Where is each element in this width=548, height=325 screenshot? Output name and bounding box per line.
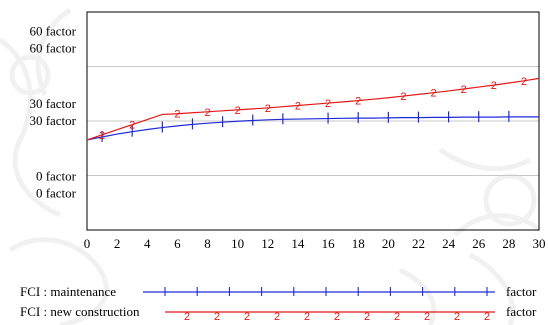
x-tick-label: 10	[231, 236, 244, 251]
x-axis-ticks: 0 2 4 6 8 10 12 14 16 18 20 22 24 26 28 30	[84, 236, 546, 251]
data-marker: 2	[430, 88, 436, 100]
legend-marker: 2	[334, 311, 340, 323]
plot-frame	[86, 11, 540, 231]
legend-entry-1: FCI : maintenance factor	[20, 284, 537, 299]
data-marker: 2	[204, 107, 210, 119]
x-tick-label: 2	[114, 236, 121, 251]
y-tick-label: 30 factor	[29, 96, 76, 111]
data-marker: 2	[461, 84, 467, 96]
x-tick-label: 24	[442, 236, 456, 251]
data-marker: 2	[174, 109, 180, 121]
data-marker: 2	[521, 76, 527, 88]
x-tick-label: 6	[174, 236, 181, 251]
series-group: 2 2 2 2 2 2 2 2 2 2 2 2 2 2	[86, 76, 540, 142]
x-tick-label: 12	[261, 236, 274, 251]
data-marker: 2	[99, 130, 105, 142]
gridlines	[87, 66, 539, 176]
data-marker: 2	[491, 80, 497, 92]
series-1	[86, 110, 539, 142]
legend-marker: 2	[214, 311, 220, 323]
x-tick-label: 26	[472, 236, 486, 251]
x-tick-label: 20	[382, 236, 395, 251]
legend-marker: 2	[424, 311, 430, 323]
legend-label: FCI : maintenance	[20, 284, 116, 299]
x-tick-label: 30	[533, 236, 546, 251]
y-tick-label: 0 factor	[36, 169, 77, 184]
legend-marker: 2	[454, 311, 460, 323]
legend-marker: 2	[244, 311, 250, 323]
legend-marker: 2	[184, 311, 190, 323]
data-marker: 2	[129, 120, 135, 132]
y-axis-labels: 60 factor 60 factor 30 factor 30 factor 0 fa…	[29, 23, 76, 200]
legend-marker: 2	[274, 311, 280, 323]
x-tick-label: 16	[322, 236, 336, 251]
x-tick-label: 14	[291, 236, 305, 251]
legend-marker: 2	[364, 311, 370, 323]
legend-entry-2: FCI : new construction 2 2 2 2 2 2 2 2 2 2 2 factor	[20, 304, 537, 323]
y-tick-label: 60 factor	[29, 40, 76, 55]
x-tick-label: 28	[502, 236, 515, 251]
legend-marker: 2	[304, 311, 310, 323]
x-tick-label: 8	[204, 236, 211, 251]
data-marker: 2	[355, 96, 361, 108]
legend-marker: 2	[394, 311, 400, 323]
y-tick-label: 60 factor	[29, 23, 76, 38]
data-marker: 2	[295, 100, 301, 112]
x-tick-label: 22	[412, 236, 425, 251]
series-line	[86, 116, 539, 141]
data-marker: 2	[400, 91, 406, 103]
x-tick-label: 0	[84, 236, 91, 251]
series-2: 2 2 2 2 2 2 2 2 2 2 2 2 2 2	[86, 76, 540, 142]
y-tick-label: 0 factor	[36, 186, 77, 201]
legend-label: FCI : new construction	[20, 304, 140, 319]
data-marker: 2	[235, 105, 241, 117]
x-tick-label: 4	[144, 236, 151, 251]
x-tick-label: 18	[352, 236, 365, 251]
legend-unit: factor	[506, 284, 537, 299]
legend-unit: factor	[506, 304, 537, 319]
y-tick-label: 30 factor	[29, 113, 76, 128]
data-marker: 2	[325, 98, 331, 110]
series-line	[86, 77, 540, 141]
legend-marker: 2	[484, 311, 490, 323]
data-marker: 2	[265, 103, 271, 115]
